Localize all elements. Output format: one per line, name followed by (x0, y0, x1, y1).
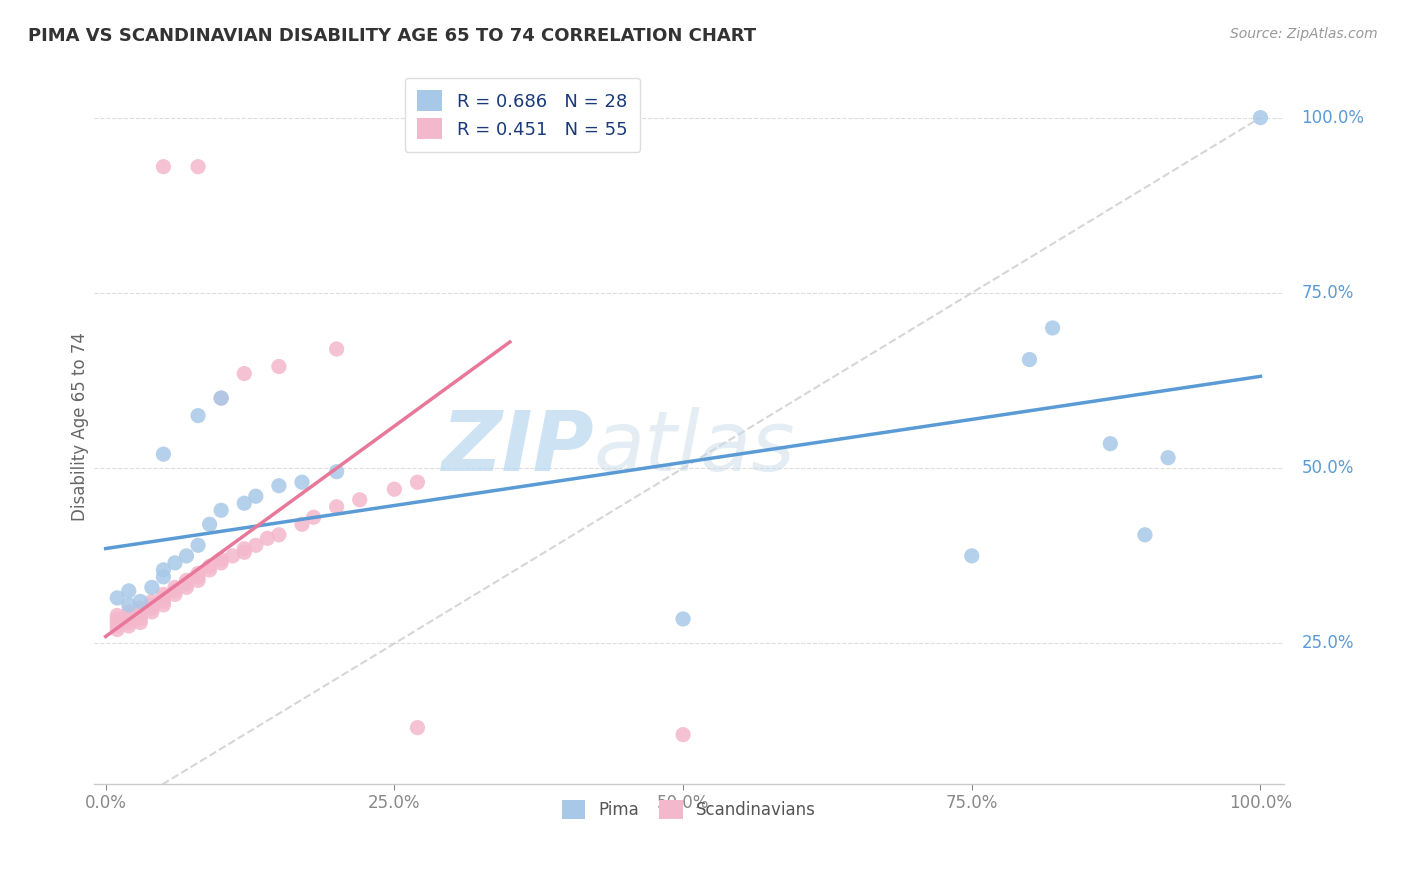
Point (176, 574, 198, 588)
Point (325, 342, 347, 356)
Point (187, 566, 209, 581)
Point (1042, 321, 1064, 335)
Point (672, 728, 695, 742)
Point (141, 601, 163, 615)
Text: 75.0%: 75.0% (1302, 284, 1354, 301)
Point (163, 556, 186, 570)
Point (152, 447, 174, 461)
Point (672, 612, 695, 626)
Point (141, 581, 163, 595)
Point (152, 591, 174, 605)
Text: Source: ZipAtlas.com: Source: ZipAtlas.com (1230, 27, 1378, 41)
Point (163, 581, 186, 595)
Point (129, 615, 152, 630)
Point (141, 605, 163, 619)
Point (325, 500, 347, 514)
Point (1133, 528, 1156, 542)
Point (118, 619, 141, 633)
Point (291, 475, 314, 490)
Point (152, 563, 174, 577)
Point (198, 517, 221, 532)
Point (163, 583, 186, 598)
Point (1249, 111, 1271, 125)
Point (209, 556, 232, 570)
Point (118, 608, 141, 623)
Point (209, 391, 232, 405)
Point (118, 583, 141, 598)
Point (105, 619, 128, 633)
Point (302, 510, 325, 524)
Point (141, 594, 163, 608)
Text: 100.0%: 100.0% (1302, 109, 1364, 127)
Text: PIMA VS SCANDINAVIAN DISABILITY AGE 65 TO 74 CORRELATION CHART: PIMA VS SCANDINAVIAN DISABILITY AGE 65 T… (28, 27, 756, 45)
Point (187, 574, 209, 588)
Point (163, 587, 186, 601)
Point (176, 549, 198, 563)
Point (267, 528, 290, 542)
Point (176, 581, 198, 595)
Point (129, 594, 152, 608)
Point (105, 615, 128, 630)
Point (152, 570, 174, 584)
Point (152, 594, 174, 608)
Point (291, 517, 314, 532)
Point (141, 598, 163, 612)
Point (245, 538, 267, 552)
Point (187, 570, 209, 584)
Point (267, 359, 290, 374)
Point (406, 475, 429, 490)
Point (233, 541, 256, 556)
Point (256, 531, 278, 545)
Point (152, 160, 174, 174)
Point (187, 160, 209, 174)
Text: atlas: atlas (593, 407, 796, 488)
Point (233, 496, 256, 510)
Point (105, 612, 128, 626)
Point (1157, 450, 1180, 465)
Point (209, 391, 232, 405)
Point (233, 367, 256, 381)
Point (209, 503, 232, 517)
Point (209, 552, 232, 566)
Point (1018, 352, 1040, 367)
Point (349, 492, 371, 507)
Point (105, 591, 128, 605)
Point (118, 605, 141, 619)
Point (233, 545, 256, 559)
Text: 25.0%: 25.0% (1302, 634, 1354, 652)
Point (245, 489, 267, 503)
Point (176, 577, 198, 591)
Point (960, 549, 983, 563)
Point (118, 615, 141, 630)
Point (105, 623, 128, 637)
Text: 50.0%: 50.0% (1302, 459, 1354, 477)
Text: ZIP: ZIP (441, 407, 593, 488)
Point (222, 549, 245, 563)
Point (152, 598, 174, 612)
Point (198, 563, 221, 577)
Point (129, 608, 152, 623)
Point (406, 721, 429, 735)
Point (152, 587, 174, 601)
Point (129, 601, 152, 615)
Point (187, 409, 209, 423)
Point (1099, 436, 1122, 450)
Point (105, 608, 128, 623)
Y-axis label: Disability Age 65 to 74: Disability Age 65 to 74 (72, 332, 89, 521)
Legend: Pima, Scandinavians: Pima, Scandinavians (555, 793, 823, 825)
Point (187, 538, 209, 552)
Point (198, 559, 221, 574)
Point (118, 612, 141, 626)
Point (129, 612, 152, 626)
Point (118, 598, 141, 612)
Point (382, 482, 405, 496)
Point (325, 465, 347, 479)
Point (267, 479, 290, 493)
Point (129, 605, 152, 619)
